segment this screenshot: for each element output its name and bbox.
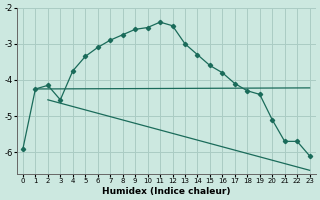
X-axis label: Humidex (Indice chaleur): Humidex (Indice chaleur) <box>102 187 230 196</box>
